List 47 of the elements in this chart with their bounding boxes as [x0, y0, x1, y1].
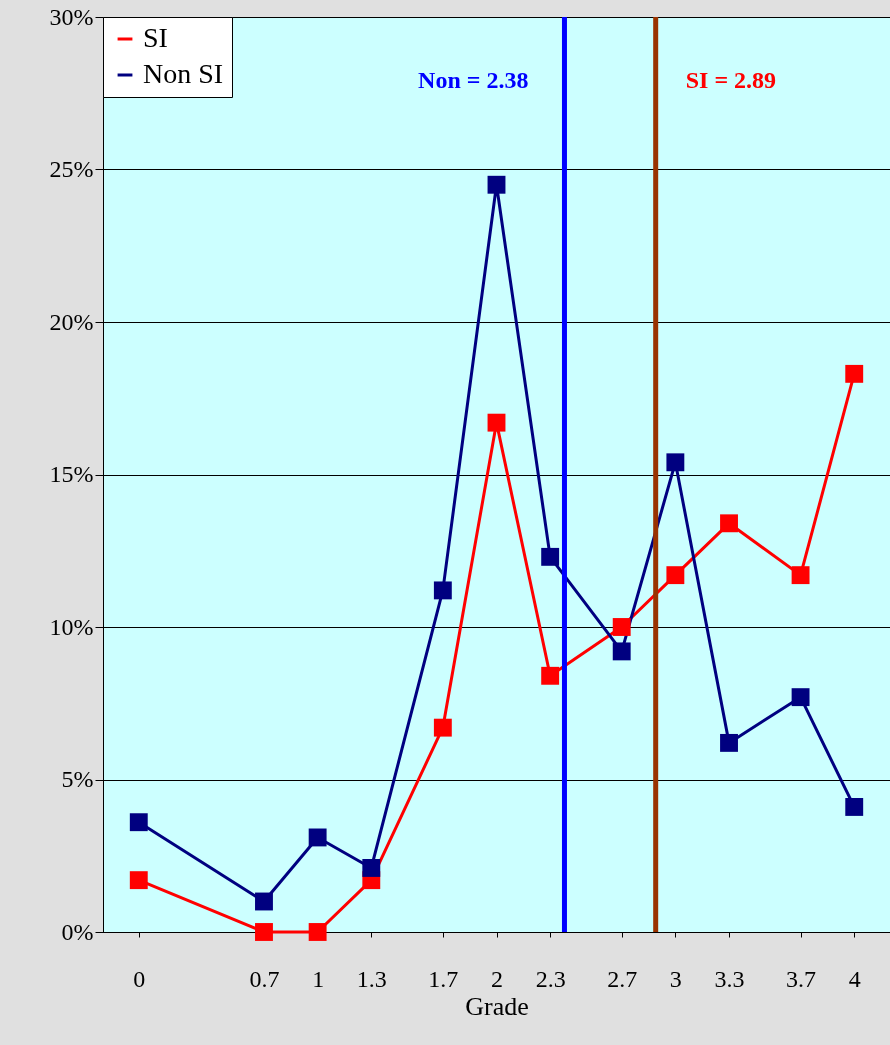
point	[845, 798, 864, 816]
point	[666, 453, 685, 472]
x-tick-label: 2.7	[607, 965, 638, 992]
x-tick-label: 2	[491, 965, 503, 992]
y-tick-label: 0%	[61, 918, 94, 945]
legend-label: Non SI	[143, 58, 224, 89]
point	[129, 871, 148, 890]
legend-label: SI	[143, 22, 168, 53]
x-tick-label: 1.7	[428, 965, 459, 992]
point	[541, 666, 560, 685]
x-tick-label: 4	[848, 965, 861, 992]
point	[720, 733, 738, 752]
x-axis-title: Grade	[465, 991, 529, 1021]
y-tick-label: 5%	[61, 766, 94, 792]
point	[362, 859, 381, 877]
point	[255, 923, 273, 941]
point	[791, 566, 810, 585]
point	[720, 514, 738, 533]
y-tick-label: 15%	[49, 461, 94, 487]
y-tick-label: 30%	[49, 3, 94, 30]
x-tick-label: 3.7	[786, 965, 817, 992]
x-tick-label: 1.3	[356, 965, 387, 992]
point	[666, 566, 685, 585]
point	[791, 688, 810, 707]
y-tick-label: 10%	[49, 613, 94, 640]
x-tick-label: 0	[133, 965, 146, 992]
x-tick-label: 2.3	[535, 965, 566, 992]
point	[541, 547, 560, 566]
x-tick-label: 3.3	[714, 965, 745, 992]
point	[129, 813, 148, 832]
ref-line-label: Non = 2.38	[418, 67, 529, 93]
point	[433, 581, 452, 600]
point	[308, 923, 327, 941]
x-tick-label: 0.7	[249, 965, 280, 992]
point	[487, 413, 506, 432]
point	[845, 364, 864, 383]
y-tick-label: 25%	[49, 156, 94, 182]
point	[308, 828, 327, 847]
ref-line-label: SI = 2.89	[685, 67, 777, 93]
point	[255, 892, 273, 911]
x-tick-label: 3	[669, 965, 682, 992]
point	[487, 175, 506, 194]
point	[612, 642, 631, 661]
point	[612, 618, 631, 636]
y-tick-label: 20%	[49, 308, 94, 335]
point	[433, 718, 452, 737]
x-tick-label: 1	[312, 965, 325, 992]
